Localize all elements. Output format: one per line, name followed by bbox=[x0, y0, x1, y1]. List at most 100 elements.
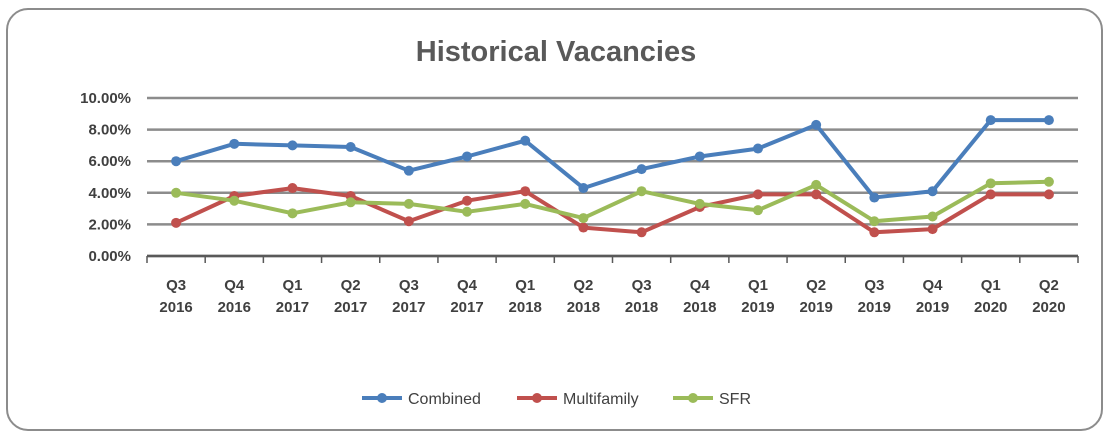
data-point bbox=[927, 211, 938, 222]
data-point bbox=[1043, 176, 1054, 187]
x-tick-label-year: 2017 bbox=[392, 299, 425, 316]
data-point bbox=[345, 197, 356, 208]
data-point bbox=[636, 227, 647, 238]
series-line bbox=[174, 118, 1051, 200]
x-tick-label-year: 2017 bbox=[450, 299, 483, 316]
x-tick-label-year: 2017 bbox=[334, 299, 367, 316]
data-point bbox=[752, 143, 763, 154]
y-tick-label: 8.00% bbox=[88, 122, 131, 139]
data-point bbox=[171, 187, 182, 198]
x-tick-label-quarter: Q1 bbox=[282, 277, 302, 294]
data-point bbox=[462, 206, 473, 217]
data-point bbox=[287, 140, 298, 151]
y-tick-label: 6.00% bbox=[88, 153, 131, 170]
x-tick-label-quarter: Q4 bbox=[224, 277, 245, 294]
legend-label: Multifamily bbox=[563, 391, 639, 408]
data-point bbox=[578, 183, 589, 194]
x-tick-label-quarter: Q3 bbox=[632, 277, 652, 294]
x-tick-label-quarter: Q4 bbox=[690, 277, 711, 294]
legend-swatch-marker bbox=[688, 393, 698, 403]
legend-item: SFR bbox=[673, 391, 751, 408]
x-tick-label-quarter: Q2 bbox=[806, 277, 826, 294]
x-tick-label-year: 2018 bbox=[625, 299, 658, 316]
series-sfr bbox=[171, 176, 1054, 227]
data-point bbox=[927, 186, 938, 197]
y-axis-ticks: 0.00% 2.00% 4.00% 6.00% 8.00% 10.00% bbox=[80, 90, 131, 265]
x-tick-label-quarter: Q1 bbox=[748, 277, 768, 294]
data-point bbox=[1043, 115, 1054, 126]
data-point bbox=[287, 183, 298, 194]
y-tick-label: 10.00% bbox=[80, 90, 131, 107]
data-point bbox=[403, 165, 414, 176]
x-tick-label-quarter: Q1 bbox=[981, 277, 1001, 294]
legend-swatch-marker bbox=[532, 393, 542, 403]
data-point bbox=[345, 141, 356, 152]
x-tick-label-quarter: Q1 bbox=[515, 277, 535, 294]
x-tick-label-year: 2019 bbox=[741, 299, 774, 316]
legend-item: Multifamily bbox=[517, 391, 639, 408]
legend-item: Combined bbox=[362, 391, 481, 408]
data-point bbox=[403, 198, 414, 209]
data-point bbox=[403, 216, 414, 227]
data-point bbox=[811, 179, 822, 190]
x-tick-label-year: 2016 bbox=[218, 299, 251, 316]
data-point bbox=[927, 224, 938, 235]
x-tick-label-year: 2019 bbox=[916, 299, 949, 316]
data-point bbox=[171, 217, 182, 228]
data-point bbox=[636, 164, 647, 175]
x-axis-ticks: Q3 2016 Q4 2016 Q1 2017 Q2 2017 Q3 2017 Q4 2017 Q1 20… bbox=[146, 256, 1079, 316]
x-tick-label-quarter: Q2 bbox=[1039, 277, 1059, 294]
data-point bbox=[869, 227, 880, 238]
data-point bbox=[229, 138, 240, 149]
data-point bbox=[869, 216, 880, 227]
x-tick-label-year: 2017 bbox=[276, 299, 309, 316]
x-tick-label-year: 2019 bbox=[799, 299, 832, 316]
series-combined bbox=[171, 115, 1054, 203]
data-point bbox=[171, 156, 182, 167]
data-point bbox=[578, 213, 589, 224]
x-tick-label-year: 2020 bbox=[1032, 299, 1065, 316]
data-point bbox=[694, 198, 705, 209]
y-tick-label: 0.00% bbox=[88, 248, 131, 265]
y-tick-label: 2.00% bbox=[88, 216, 131, 233]
x-tick-label-quarter: Q4 bbox=[923, 277, 944, 294]
data-point bbox=[985, 178, 996, 189]
x-tick-label-quarter: Q3 bbox=[864, 277, 884, 294]
data-point bbox=[520, 186, 531, 197]
x-tick-label-year: 2016 bbox=[159, 299, 192, 316]
x-tick-label-year: 2019 bbox=[858, 299, 891, 316]
x-tick-label-quarter: Q4 bbox=[457, 277, 478, 294]
data-point bbox=[985, 115, 996, 126]
data-point bbox=[985, 189, 996, 200]
legend-swatch-marker bbox=[377, 393, 387, 403]
data-point bbox=[869, 192, 880, 203]
x-tick-label-year: 2018 bbox=[567, 299, 600, 316]
series-line bbox=[174, 186, 1051, 235]
data-point bbox=[694, 151, 705, 162]
x-tick-label-quarter: Q2 bbox=[341, 277, 361, 294]
series-lines bbox=[171, 115, 1054, 238]
x-tick-label-year: 2018 bbox=[509, 299, 542, 316]
data-point bbox=[462, 195, 473, 206]
data-point bbox=[287, 208, 298, 219]
data-point bbox=[578, 222, 589, 233]
data-point bbox=[229, 195, 240, 206]
x-tick-label-quarter: Q2 bbox=[573, 277, 593, 294]
x-tick-label-year: 2020 bbox=[974, 299, 1007, 316]
data-point bbox=[752, 205, 763, 216]
data-point bbox=[520, 135, 531, 146]
legend-label: SFR bbox=[719, 391, 751, 408]
data-point bbox=[1043, 189, 1054, 200]
gridlines bbox=[147, 96, 1078, 258]
data-point bbox=[462, 151, 473, 162]
data-point bbox=[636, 186, 647, 197]
legend: Combined Multifamily SFR bbox=[362, 391, 751, 408]
data-point bbox=[752, 189, 763, 200]
legend-label: Combined bbox=[408, 391, 481, 408]
data-point bbox=[811, 189, 822, 200]
series-line bbox=[174, 179, 1051, 224]
y-tick-label: 4.00% bbox=[88, 185, 131, 202]
data-point bbox=[520, 198, 531, 209]
data-point bbox=[811, 119, 822, 130]
